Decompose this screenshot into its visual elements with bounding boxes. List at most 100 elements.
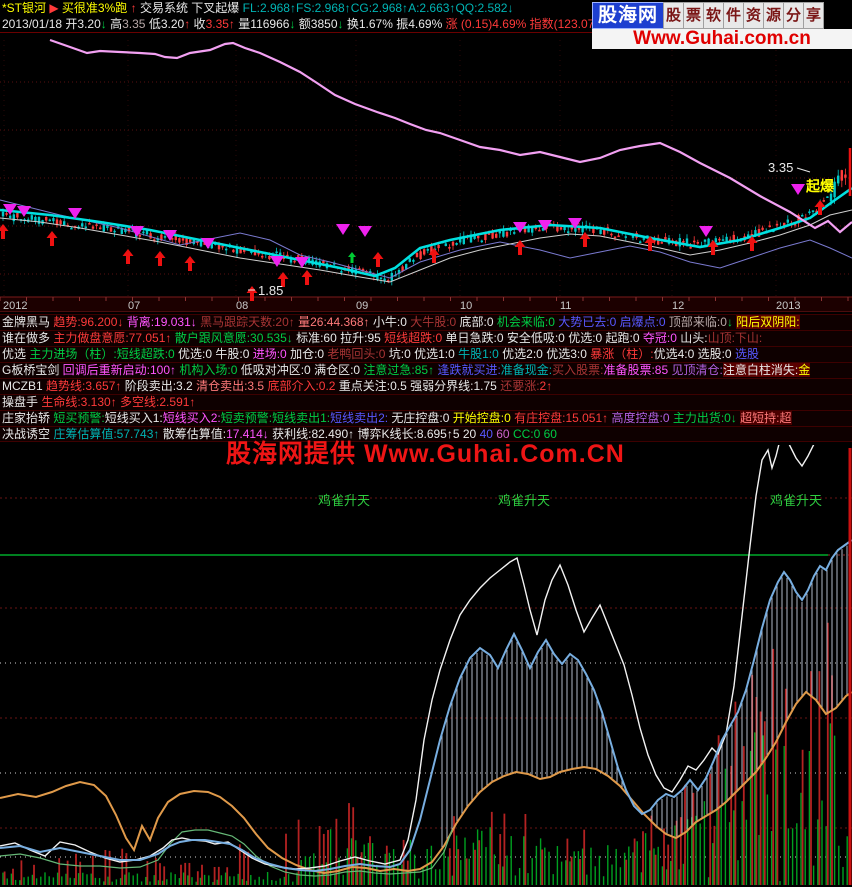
indicator-segment: 夺冠:0 bbox=[642, 331, 681, 345]
watermark-text: 股海网提供 Www.Guhai.Com.CN bbox=[226, 440, 625, 468]
indicator-segment: 回调后重新启动:100↑ bbox=[62, 363, 180, 377]
green-arrow-icon bbox=[348, 252, 356, 263]
indicator-segment: 山顶:下山: bbox=[707, 331, 763, 345]
sell-triangle-icon bbox=[513, 222, 527, 233]
indicator-segment: 选股 bbox=[734, 347, 759, 361]
candle-body bbox=[113, 230, 116, 233]
indicator-segment: 选股:0 bbox=[697, 347, 735, 361]
candle-body bbox=[12, 214, 15, 222]
candle-body bbox=[498, 231, 501, 234]
indicator-segment: 还要涨: bbox=[500, 379, 540, 393]
indicator-segment: 买入股票: bbox=[552, 363, 604, 377]
indicator-row-7: 庄家抬轿 短买预警:短线买入1:短线买入2:短卖预警:短线卖出1:短线卖出2: … bbox=[0, 410, 852, 426]
candle-body bbox=[747, 234, 750, 238]
indicator-segment: 暴涨（柱）: bbox=[590, 347, 654, 361]
signal-label: 鸡雀升天 bbox=[498, 493, 550, 508]
candle-body bbox=[592, 227, 595, 234]
candle-body bbox=[707, 238, 710, 246]
indicator-segment: 大牛股:0 bbox=[410, 315, 460, 329]
candle-body bbox=[502, 229, 505, 237]
candle-body bbox=[185, 237, 188, 246]
candle-body bbox=[448, 247, 451, 249]
candle-body bbox=[55, 219, 59, 225]
candle-body bbox=[221, 245, 224, 248]
indicator-segment: 60 bbox=[496, 427, 513, 441]
candle-body bbox=[419, 251, 422, 260]
candle-body bbox=[59, 220, 62, 225]
logo-tagline-char: 分 bbox=[783, 2, 805, 29]
candle-body bbox=[106, 224, 109, 229]
indicator-row-5: MCZB1 趋势线:3.657↑ 阶段卖出:3.2 清仓卖出:3.5 底部介入:… bbox=[0, 378, 852, 394]
axis-month-label: 2012 bbox=[3, 300, 27, 312]
band-line-lower bbox=[0, 199, 852, 279]
candle-body bbox=[225, 248, 228, 251]
indicator-segment: 小牛:0 bbox=[372, 315, 411, 329]
candlestick-chart[interactable]: 2012 07 08 09 10 11 12 2013 1.85 3.35 起爆 bbox=[0, 33, 852, 312]
candle-body bbox=[660, 242, 663, 244]
candle-body bbox=[523, 226, 527, 233]
band-line-upper bbox=[0, 209, 852, 283]
indicator-segment: 背离:19.031↓ bbox=[126, 315, 201, 329]
quote-field: 额 bbox=[298, 17, 311, 31]
buy-arrow-icon bbox=[814, 200, 826, 215]
quote-field: FS:2.968↑ bbox=[295, 1, 351, 15]
axis-month-label: 07 bbox=[128, 300, 140, 312]
candle-body bbox=[289, 258, 293, 263]
indicator-segment: 趋势线:3.657↑ bbox=[46, 379, 125, 393]
candle-body bbox=[369, 271, 372, 273]
candle-body bbox=[84, 226, 87, 229]
buy-arrow-icon bbox=[372, 252, 384, 267]
indicator-segment: 山头: bbox=[680, 331, 708, 345]
indicator-segment: 量26:44.368↑ bbox=[298, 315, 373, 329]
sell-triangle-icon bbox=[699, 226, 713, 237]
candle-body bbox=[16, 212, 19, 218]
indicator-segment: 17.414↓ bbox=[226, 427, 273, 441]
candle-body bbox=[462, 235, 465, 245]
indicator-segment: 逢跌就买进: bbox=[437, 363, 501, 377]
candle-body bbox=[181, 238, 185, 241]
indicator-segment: 满仓区:0 bbox=[314, 363, 364, 377]
indicator-segment: 生命线:3.130↑ bbox=[41, 395, 121, 409]
candle-body bbox=[405, 264, 408, 269]
indicator-segment: 短线卖出1: bbox=[272, 411, 331, 425]
sell-triangle-icon bbox=[201, 238, 215, 249]
white-series-line bbox=[0, 445, 815, 870]
candle-body bbox=[196, 241, 199, 243]
candle-body bbox=[455, 243, 458, 245]
candle-body bbox=[599, 229, 602, 235]
candle-body bbox=[459, 236, 462, 243]
candle-body bbox=[538, 229, 541, 232]
trend-ma-line bbox=[49, 38, 852, 234]
indicator-segment: ↓ bbox=[726, 315, 737, 329]
candle-body bbox=[797, 214, 800, 224]
candle-body bbox=[426, 249, 429, 251]
buy-arrow-icon bbox=[46, 231, 58, 246]
indicator-chart[interactable]: 鸡雀升天 鸡雀升天 鸡雀升天 bbox=[0, 445, 852, 887]
candle-body bbox=[91, 226, 95, 229]
indicator-segment: 顶部来临:0 bbox=[668, 315, 727, 329]
candle-body bbox=[52, 218, 55, 222]
indicator-segment: 起跑:0 bbox=[605, 331, 643, 345]
buy-arrow-icon bbox=[644, 236, 656, 251]
price-label: 起爆 bbox=[805, 178, 835, 194]
candle-body bbox=[275, 251, 278, 254]
indicator-segment: 老鸭回头:0 bbox=[327, 347, 389, 361]
candle-body bbox=[1, 211, 5, 217]
indicator-segment: 2↑ bbox=[539, 379, 553, 393]
candle-body bbox=[156, 238, 159, 241]
candle-body bbox=[243, 249, 246, 252]
axis-month-label: 2013 bbox=[776, 300, 800, 312]
candle-body bbox=[253, 249, 257, 256]
sell-triangle-icon bbox=[17, 206, 31, 217]
candle-body bbox=[127, 227, 131, 232]
candle-body bbox=[639, 241, 642, 244]
sell-triangle-icon bbox=[130, 226, 144, 237]
candle-body bbox=[840, 170, 843, 181]
quote-field: FL:2.968↑ bbox=[242, 1, 296, 15]
candle-body bbox=[801, 214, 804, 217]
candle-body bbox=[379, 277, 383, 280]
quote-field: A:2.663↑ bbox=[408, 1, 456, 15]
candle-body bbox=[703, 239, 707, 242]
candle-body bbox=[837, 175, 840, 184]
axis-month-label: 12 bbox=[672, 300, 684, 312]
